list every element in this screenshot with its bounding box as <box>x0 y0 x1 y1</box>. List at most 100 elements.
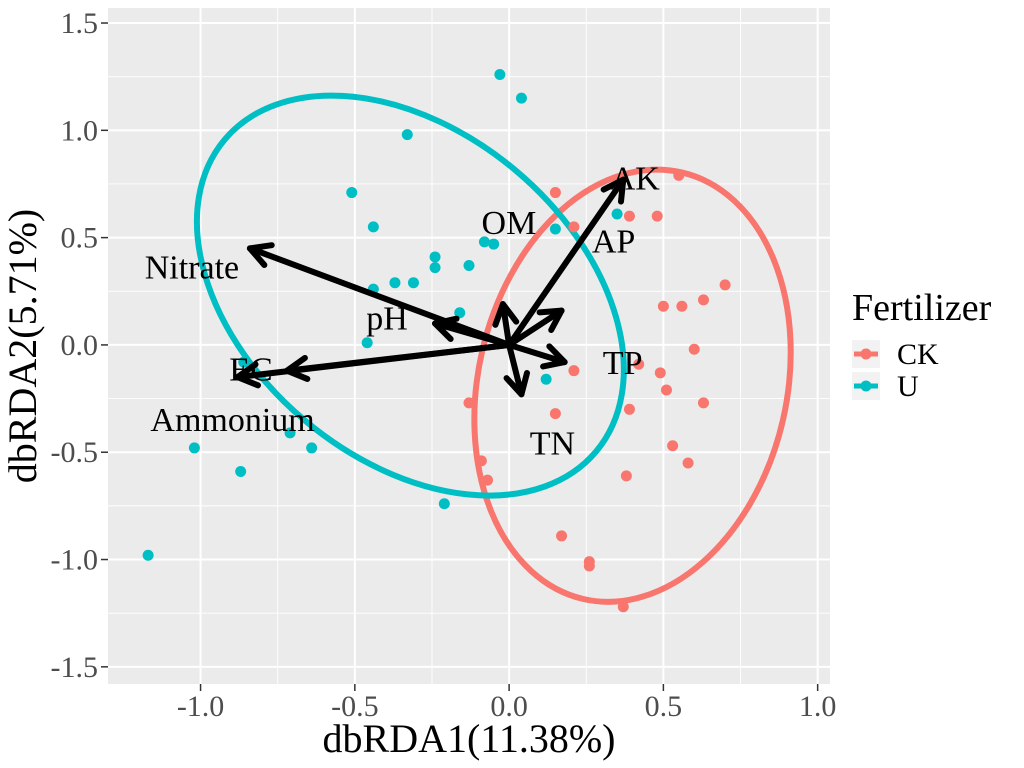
point-u <box>389 277 401 289</box>
plot-panel <box>108 8 830 684</box>
point-ck <box>697 397 709 409</box>
point-ck <box>651 210 663 222</box>
arrow-label-ph: pH <box>366 300 408 337</box>
y-tick-label: 0.0 <box>61 329 99 362</box>
point-u <box>188 442 200 454</box>
arrow-ph <box>432 315 513 348</box>
legend-title: Fertilizer <box>852 287 992 329</box>
x-tick-label: -1.0 <box>177 690 225 723</box>
point-ck <box>633 358 645 370</box>
point-u <box>540 373 552 385</box>
point-ck <box>673 169 685 181</box>
point-ck <box>568 365 580 377</box>
point-ck <box>556 530 568 542</box>
arrow-om <box>492 301 520 348</box>
arrow-ammonium <box>234 341 513 389</box>
arrow-shaft <box>234 341 513 381</box>
arrow-head <box>432 315 460 342</box>
point-u <box>429 262 441 274</box>
point-ck <box>623 403 635 415</box>
y-tick-label: -1.0 <box>51 544 99 577</box>
point-u <box>463 260 475 272</box>
point-ck <box>463 397 475 409</box>
x-tick-label: 0.0 <box>490 690 528 723</box>
arrow-tn <box>503 341 531 398</box>
point-u <box>407 277 419 289</box>
point-ck <box>620 470 632 482</box>
ellipse-u <box>193 92 627 499</box>
point-ck <box>688 343 700 355</box>
point-u <box>346 187 358 199</box>
legend-label-ck: CK <box>897 338 939 371</box>
point-ck <box>583 560 595 572</box>
point-ck <box>568 221 580 233</box>
arrow-labels: AK AP OM Nitrate pH EC Ammonium TP TN <box>145 161 661 463</box>
arrow-label-ap: AP <box>592 224 635 261</box>
point-ck <box>660 384 672 396</box>
point-ck <box>475 455 487 467</box>
arrow-head <box>234 361 262 389</box>
y-axis-ticks: -1.5 -1.0 -0.5 0.0 0.5 1.0 1.5 <box>51 7 108 684</box>
legend-label-u: U <box>897 370 919 403</box>
arrow-label-ammonium: Ammonium <box>150 402 314 439</box>
arrow-label-nitrate: Nitrate <box>145 249 239 286</box>
y-tick-label: 1.5 <box>61 7 99 40</box>
sample-points <box>142 69 731 613</box>
point-u <box>367 221 379 233</box>
point-ck <box>482 474 494 486</box>
legend-key-point <box>860 380 872 392</box>
arrow-shaft <box>246 245 513 348</box>
legend-key-point <box>860 348 872 360</box>
arrow-shaft <box>506 341 525 398</box>
arrow-label-om: OM <box>482 205 537 242</box>
point-u <box>238 356 250 368</box>
point-u <box>515 92 527 104</box>
point-u <box>306 442 318 454</box>
y-tick-label: 0.5 <box>61 222 99 255</box>
arrow-head <box>492 301 520 328</box>
x-axis-ticks: -1.0 -0.5 0.0 0.5 1.0 <box>177 684 837 723</box>
arrow-label-tp: TP <box>603 345 643 382</box>
arrow-label-ec: EC <box>229 352 272 389</box>
point-ck <box>667 440 679 452</box>
arrow-shaft <box>499 301 513 348</box>
point-u <box>401 129 413 141</box>
point-ck <box>549 408 561 420</box>
point-ck <box>697 294 709 306</box>
arrow-ap <box>506 307 565 348</box>
point-ck <box>617 601 629 613</box>
point-u <box>611 208 623 220</box>
x-tick-label: 0.5 <box>645 690 683 723</box>
arrow-ak <box>506 176 627 348</box>
point-u <box>361 337 373 349</box>
point-u <box>235 466 247 478</box>
arrow-shaft <box>506 176 627 348</box>
y-tick-label: -1.5 <box>51 651 99 684</box>
y-tick-label: 1.0 <box>61 114 99 147</box>
arrow-shaft <box>506 341 568 366</box>
arrow-shaft <box>506 307 565 348</box>
point-ck <box>676 300 688 312</box>
x-tick-label: 1.0 <box>799 690 837 723</box>
x-axis-title: dbRDA1(11.38%) <box>323 716 616 761</box>
arrow-head <box>536 307 565 333</box>
arrow-nitrate <box>246 242 513 348</box>
point-u <box>454 307 466 319</box>
point-u <box>488 238 500 250</box>
arrow-tp <box>506 341 568 370</box>
environmental-arrows <box>234 176 627 398</box>
x-tick-label: -0.5 <box>331 690 379 723</box>
point-u <box>438 498 450 510</box>
arrow-label-tn: TN <box>530 425 575 462</box>
point-u <box>284 427 296 439</box>
point-ck <box>549 187 561 199</box>
point-u <box>494 69 506 81</box>
legend: Fertilizer CKU <box>852 287 992 403</box>
point-ck <box>682 457 694 469</box>
point-u <box>142 549 154 561</box>
point-ck <box>657 300 669 312</box>
arrow-head <box>246 242 275 268</box>
arrow-label-ak: AK <box>611 161 661 198</box>
y-tick-label: -0.5 <box>51 436 99 469</box>
